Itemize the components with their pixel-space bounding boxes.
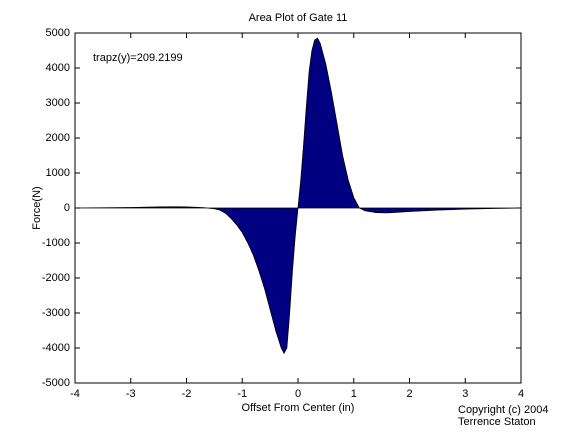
y-tick-label: -4000 [42,342,70,354]
y-tick-label: 4000 [46,62,70,74]
area [74,37,522,355]
x-tick-label: 2 [406,388,412,400]
y-tick-label: -3000 [42,307,70,319]
y-tick-label: 5000 [46,27,70,39]
x-tick-label: 3 [462,388,468,400]
x-tick-label: 4 [518,388,524,400]
annotation: trapz(y)=209.2199 [93,52,183,64]
footer-line: Terrence Staton [458,416,536,428]
x-tick-label: 0 [295,388,301,400]
x-tick-label: -1 [237,388,247,400]
y-tick-label: -2000 [42,272,70,284]
y-tick-label: -5000 [42,377,70,389]
x-tick-label: -3 [126,388,136,400]
y-tick-label: 0 [64,202,70,214]
footer-line: Copyright (c) 2004 [458,404,549,416]
y-tick-label: 1000 [46,167,70,179]
y-axis-label: Force(N) [31,186,43,229]
chart-title: Area Plot of Gate 11 [249,12,348,24]
y-tick-label: -1000 [42,237,70,249]
x-tick-label: -2 [182,388,192,400]
x-axis-label: Offset From Center (in) [242,402,355,414]
x-tick-label: 1 [351,388,357,400]
y-tick-label: 3000 [46,97,70,109]
x-tick-label: -4 [70,388,80,400]
y-tick-label: 2000 [46,132,70,144]
